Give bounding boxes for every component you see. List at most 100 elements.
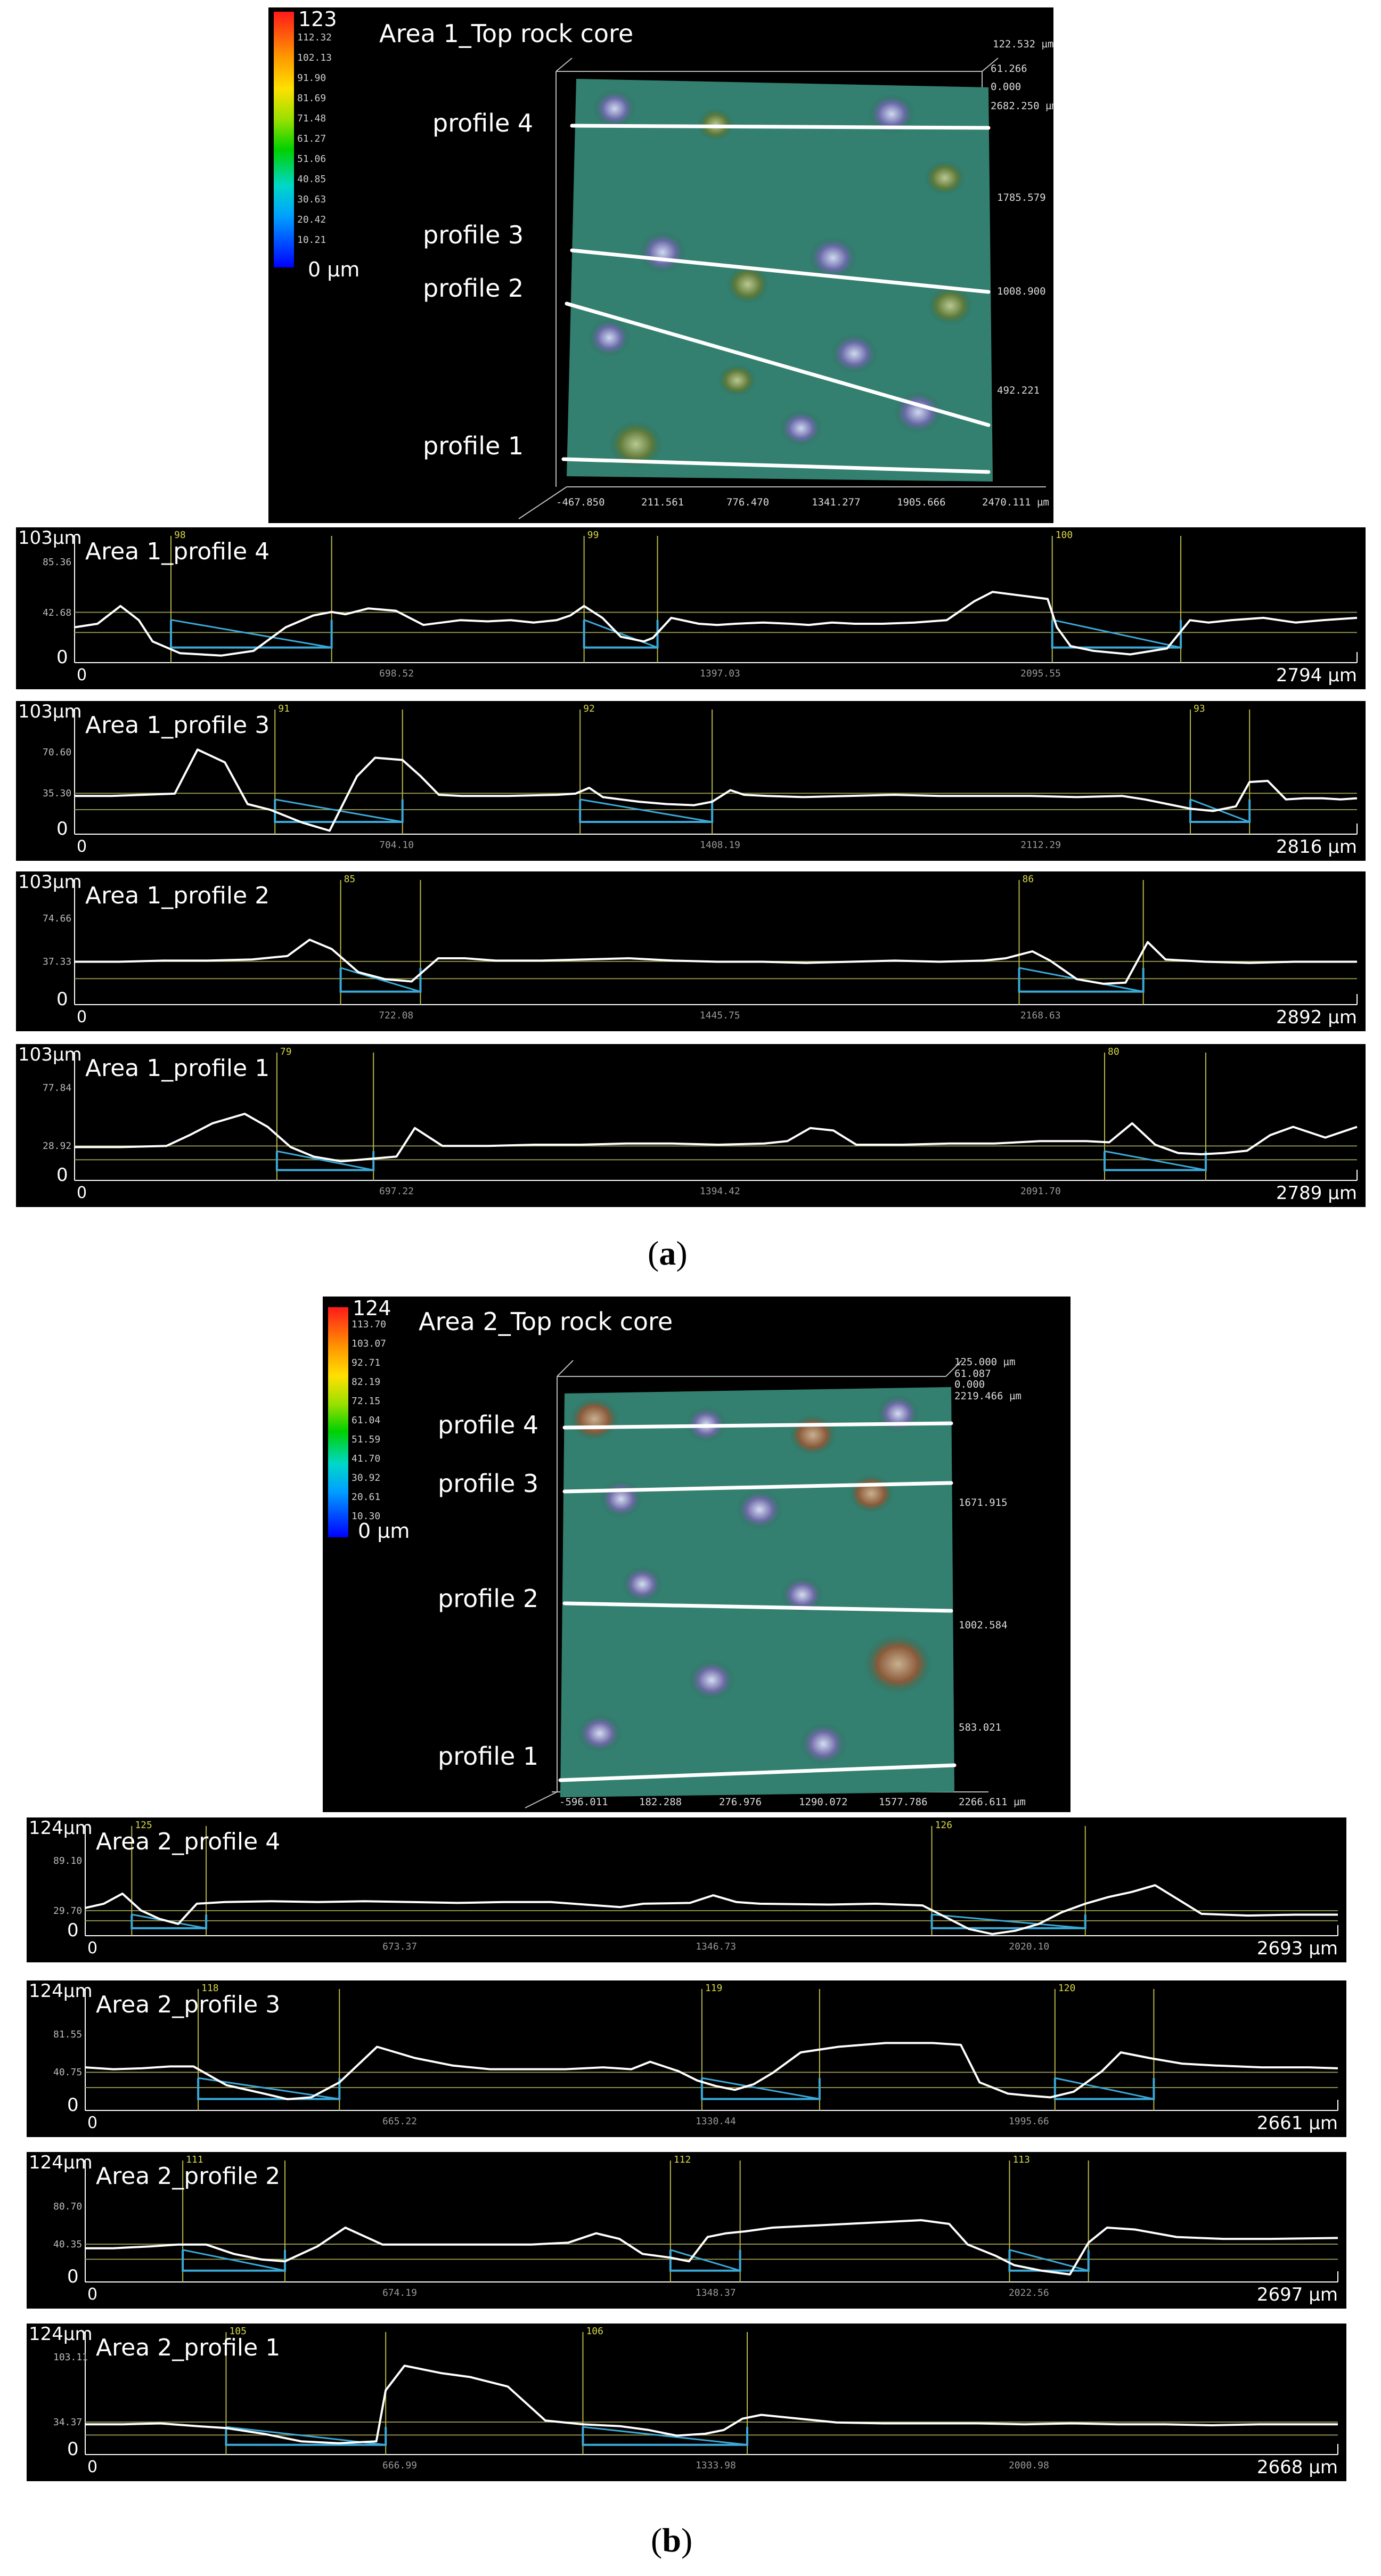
area2-3d-surface (525, 1360, 988, 1808)
area1-y-tick-1: 61.266 (991, 63, 1027, 75)
area1-y-tick-2: 1785.579 (997, 192, 1046, 203)
area2-profile2-line (562, 1601, 953, 1613)
area1-x-tick-3: 1341.277 (812, 496, 861, 508)
area-1-profile-4-xtick-2: 2095.55 (1020, 668, 1061, 679)
area-1-profile-2-xtick-2: 2168.63 (1020, 1010, 1061, 1021)
area-2-profile-4-marker-0-box (130, 1914, 208, 1929)
area-1-profile-4-xmax: 2794 µm (1276, 665, 1357, 686)
area1-pits (588, 89, 973, 468)
area2-colorbar-tick-9: 20.61 (352, 1491, 381, 1503)
area2-z-zero: 0.000 (954, 1379, 985, 1390)
area1-colorbar-tick-2: 91.90 (297, 72, 326, 84)
caption-b: (b) (651, 2521, 693, 2559)
area2-colorbar-max: 124 (353, 1297, 391, 1320)
area-2-profile-3-yzero: 0 (67, 2094, 79, 2116)
area-2-profile-2-xtick-0: 674.19 (382, 2287, 417, 2298)
area1-label-profile3: profile 3 (423, 221, 524, 249)
area2-3d-panel: 124 113.70 103.07 92.71 82.19 72.15 61.04 51.5… (323, 1297, 1071, 1812)
area-1-profile-1-marker-label-1: 80 (1107, 1046, 1119, 1057)
area-2-profile-3-marker-label-0: 118 (201, 1983, 219, 1994)
area2-x-tick-2: 276.976 (719, 1796, 762, 1808)
area-1-profile-2-marker-0-diag (340, 967, 421, 993)
area-2-profile-2-profile-line (85, 2219, 1338, 2276)
area-2-profile-1-xmax: 2668 µm (1256, 2457, 1338, 2478)
area1-surface-plane (567, 79, 993, 482)
area-2-profile-4-label: Area 2_profile 4 (96, 1828, 281, 1855)
area-1-profile-4-xzero: 0 (77, 666, 87, 684)
area-1-profile-2-xtick-1: 1445.75 (699, 1010, 740, 1021)
area-1-profile-1-ymarker: 28.92 (43, 1140, 72, 1152)
area-2-profile-3-xzero: 0 (87, 2114, 98, 2132)
area1-colorbar-tick-4: 71.48 (297, 113, 326, 124)
area2-colorbar-tick-6: 51.59 (352, 1434, 381, 1445)
area-2-profile-2-xmax: 2697 µm (1256, 2284, 1338, 2305)
area-2-profile-2-marker-label-1: 112 (673, 2154, 691, 2165)
area1-3d-panel: 123 112.32 102.13 91.90 81.69 71.48 61.27 51.0… (268, 7, 1053, 523)
area1-profile2-chart: 85 86 Area 1_profile 2 103µm 74.66 37.33 0 0 722… (16, 871, 1366, 1031)
area1-y-tick-3: 1008.900 (997, 286, 1046, 297)
area2-label-profile4: profile 4 (438, 1411, 539, 1439)
area2-colorbar-tick-0: 113.70 (352, 1319, 387, 1330)
area-1-profile-4-marker-0-diag (170, 619, 332, 649)
area-2-profile-4-xzero: 0 (87, 1939, 98, 1958)
area-1-profile-1-xtick-0: 697.22 (379, 1186, 414, 1197)
area-2-profile-3-xtick-1: 1330.44 (695, 2116, 736, 2127)
area-2-profile-2-marker-0-diag (182, 2249, 285, 2272)
area-1-profile-1-marker-1-box (1103, 1151, 1207, 1171)
area-1-profile-3-ymid: 70.60 (43, 747, 72, 759)
area1-x-tick-1: 211.561 (641, 496, 684, 508)
area-2-profile-3-marker-label-1: 119 (705, 1983, 723, 1994)
area2-colorbar-tick-10: 10.30 (352, 1511, 381, 1522)
area2-label-profile1: profile 1 (438, 1742, 539, 1771)
area2-profile2-chart: 111 112 113 Area 2_profile 2 124µm 80.70 40.35… (27, 2152, 1346, 2309)
area-1-profile-2-xtick-0: 722.08 (379, 1010, 414, 1021)
area-1-profile-4-marker-2-diag (1052, 619, 1181, 649)
area-2-profile-1-marker-label-0: 105 (229, 2326, 247, 2337)
area-1-profile-3-xmax: 2816 µm (1276, 836, 1357, 858)
area-1-profile-3-marker-label-2: 93 (1194, 703, 1205, 714)
area-2-profile-3-label: Area 2_profile 3 (96, 1991, 281, 2018)
area-1-profile-4-marker-label-2: 100 (1055, 529, 1073, 541)
area2-y-tick-0: 2219.466 µm (954, 1390, 1022, 1402)
area-1-profile-2-ymax: 103µm (18, 871, 82, 893)
area-1-profile-3-label: Area 1_profile 3 (85, 712, 270, 739)
area-2-profile-4-marker-label-0: 125 (135, 1820, 152, 1831)
area-1-profile-2-marker-0-box (339, 967, 422, 993)
area-2-profile-4-marker-label-1: 126 (935, 1820, 953, 1831)
area-2-profile-2-ymax: 124µm (29, 2152, 93, 2173)
area-1-profile-4-xtick-1: 1397.03 (700, 668, 740, 679)
area-1-profile-3-marker-1-box (579, 799, 714, 823)
area2-x-tick-3: 1290.072 (799, 1796, 848, 1808)
area1-x-tick-2: 776.470 (726, 496, 770, 508)
area-1-profile-1-marker-0-diag (276, 1150, 374, 1171)
area-1-profile-2-label: Area 1_profile 2 (85, 882, 270, 909)
area-1-profile-3-profile-line (75, 748, 1358, 832)
area-1-profile-2-ymid: 74.66 (43, 912, 72, 924)
area-2-profile-4-ymid: 89.10 (53, 1855, 83, 1867)
area-2-profile-2-marker-label-0: 111 (186, 2154, 203, 2165)
area2-colorbar-tick-2: 92.71 (352, 1357, 381, 1368)
area-2-profile-1-ymax: 124µm (29, 2324, 93, 2345)
area2-y-tick-4: 583.021 (959, 1722, 1002, 1733)
area-1-profile-3-ymarker: 35.30 (43, 788, 72, 800)
area2-y-tick-1: 61.087 (954, 1368, 991, 1380)
area-2-profile-3-ymid: 81.55 (53, 2028, 83, 2040)
area-1-profile-2-xzero: 0 (77, 1008, 87, 1026)
area-2-profile-2-xtick-1: 1348.37 (695, 2287, 736, 2298)
area-2-profile-2-marker-1-box (669, 2249, 741, 2272)
area1-profile4-chart: 98 99 100 Area 1_profile 4 103µm 85.36 42.68 0 0… (16, 527, 1366, 689)
area2-profile4-line (562, 1421, 953, 1430)
area1-colorbar-tick-9: 20.42 (297, 214, 326, 225)
area-2-profile-2-label: Area 2_profile 2 (96, 2163, 281, 2190)
area1-profile2-line (565, 301, 991, 427)
area2-colorbar-tick-1: 103.07 (352, 1338, 387, 1349)
area-1-profile-1-ymax: 103µm (18, 1044, 82, 1065)
area-2-profile-4-plot (85, 1826, 1338, 1936)
area-1-profile-4-profile-line (74, 591, 1358, 657)
area-2-profile-2-ymarker: 40.35 (53, 2239, 83, 2251)
area1-colorbar-tick-10: 10.21 (297, 234, 326, 246)
area2-profile1-chart: 105 106 Area 2_profile 1 124µm 103.11 34.37 0 0… (27, 2324, 1346, 2481)
area-1-profile-1-xmax: 2789 µm (1276, 1183, 1357, 1204)
area-2-profile-3-xtick-0: 665.22 (382, 2116, 417, 2127)
area-2-profile-2-plot (85, 2161, 1338, 2282)
